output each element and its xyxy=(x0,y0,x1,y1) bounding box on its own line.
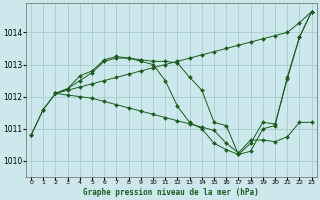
X-axis label: Graphe pression niveau de la mer (hPa): Graphe pression niveau de la mer (hPa) xyxy=(84,188,259,197)
